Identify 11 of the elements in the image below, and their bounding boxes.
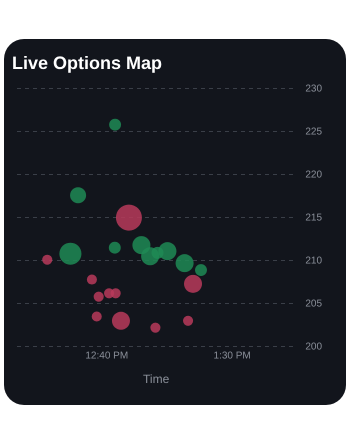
x-tick-label: 1:30 PM	[214, 350, 251, 362]
y-tick-label: 225	[305, 126, 322, 138]
y-tick-label: 215	[305, 212, 322, 224]
x-axis-title: Time	[143, 372, 170, 386]
y-tick-label: 200	[305, 341, 322, 352]
y-tick-label: 205	[305, 298, 322, 310]
y-tick-label: 230	[305, 83, 322, 94]
x-tick-label: 12:40 PM	[85, 350, 128, 362]
y-tick-label: 220	[305, 169, 322, 180]
y-tick-label: 210	[305, 255, 322, 266]
chart-title: Live Options Map	[12, 52, 162, 73]
